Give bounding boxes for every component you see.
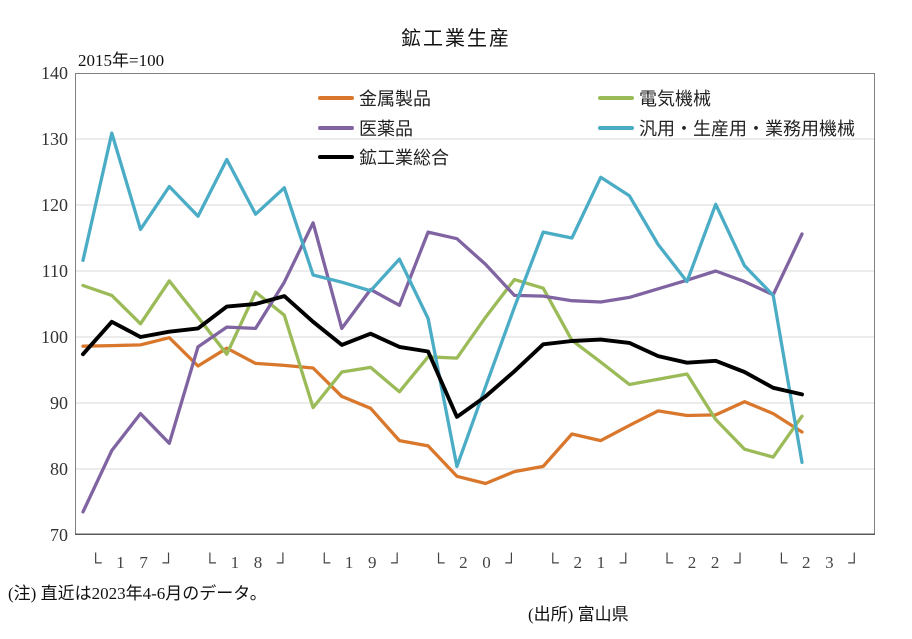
series-line-0 [81,336,804,486]
x-year-label-21: └ 2 1 ┘ [532,550,646,576]
legend-swatch-4 [318,155,354,159]
legend-label-4: 鉱工業総合 [359,148,449,168]
x-label-char: 2 [710,553,720,572]
x-label-char: ┘ [848,553,861,572]
series-line-4 [81,294,804,419]
y-tick-100: 100 [41,327,68,347]
legend-swatch-1 [598,96,634,100]
legend-label-2: 医薬品 [359,119,413,139]
legend-swatch-3 [598,126,634,130]
x-label-char: 8 [253,553,263,572]
x-label-char: 0 [482,553,491,572]
x-label-char: ┘ [733,553,747,572]
x-label-char: └ [432,553,445,572]
legend-item-0: 金属製品 [318,87,431,109]
x-label-char: ┘ [391,553,404,572]
y-tick-90: 90 [50,393,68,413]
chart-title: 鉱工業生産 [401,28,511,50]
x-label-char: 1 [344,553,354,572]
legend-item-2: 医薬品 [318,117,413,139]
legend-item-4: 鉱工業総合 [318,146,449,168]
x-year-label-17: └ 1 7 ┘ [75,550,189,576]
x-label-char: └ [318,553,331,572]
x-year-label-23: └ 2 3 ┘ [761,550,875,576]
plot-border [75,73,875,535]
x-year-label-18: └ 1 8 ┘ [189,550,303,576]
legend-swatch-2 [318,126,354,130]
x-label-char: └ [661,553,674,572]
x-label-char: 2 [573,553,582,572]
series-line-2 [81,221,804,514]
line-chart-svg [75,73,875,535]
x-label-char: ┘ [276,553,289,572]
x-label-char: 1 [116,553,125,572]
plot-area [75,73,875,535]
x-label-char: ┘ [505,553,518,572]
y-tick-140: 140 [41,63,68,83]
legend-swatch-0 [318,96,354,100]
x-label-char: 7 [139,553,148,572]
legend-label-1: 電気機械 [639,89,711,109]
x-label-char: └ [546,553,559,572]
x-year-label-22: └ 2 2 ┘ [646,550,760,576]
x-label-char: 2 [687,553,697,572]
x-label-char: 9 [367,553,377,572]
legend-item-3: 汎用・生産用・業務用機械 [598,117,855,139]
legend-item-1: 電気機械 [598,87,711,109]
y-tick-120: 120 [41,195,68,215]
x-label-char: 1 [230,553,240,572]
y-tick-70: 70 [50,525,68,545]
footnote: (注) 直近は2023年4-6月のデータ。 [8,584,267,603]
y-tick-130: 130 [41,129,68,149]
x-label-char: 2 [459,553,468,572]
legend-label-0: 金属製品 [359,89,431,109]
x-label-char: 2 [802,553,811,572]
index-base-note: 2015年=100 [78,51,165,70]
source-note: (出所) 富山県 [528,605,629,624]
legend-label-3: 汎用・生産用・業務用機械 [639,119,855,139]
x-label-char: └ [203,553,216,572]
x-label-char: └ [775,553,788,572]
x-label-char: 1 [596,553,606,572]
x-label-char: 3 [825,553,834,572]
x-year-label-19: └ 1 9 ┘ [304,550,418,576]
x-label-char: ┘ [162,553,175,572]
x-label-char: ┘ [619,553,632,572]
series-line-3 [81,131,804,469]
x-label-char: └ [89,553,102,572]
x-year-label-20: └ 2 0 ┘ [418,550,532,576]
y-tick-80: 80 [50,459,68,479]
y-tick-110: 110 [41,261,68,281]
